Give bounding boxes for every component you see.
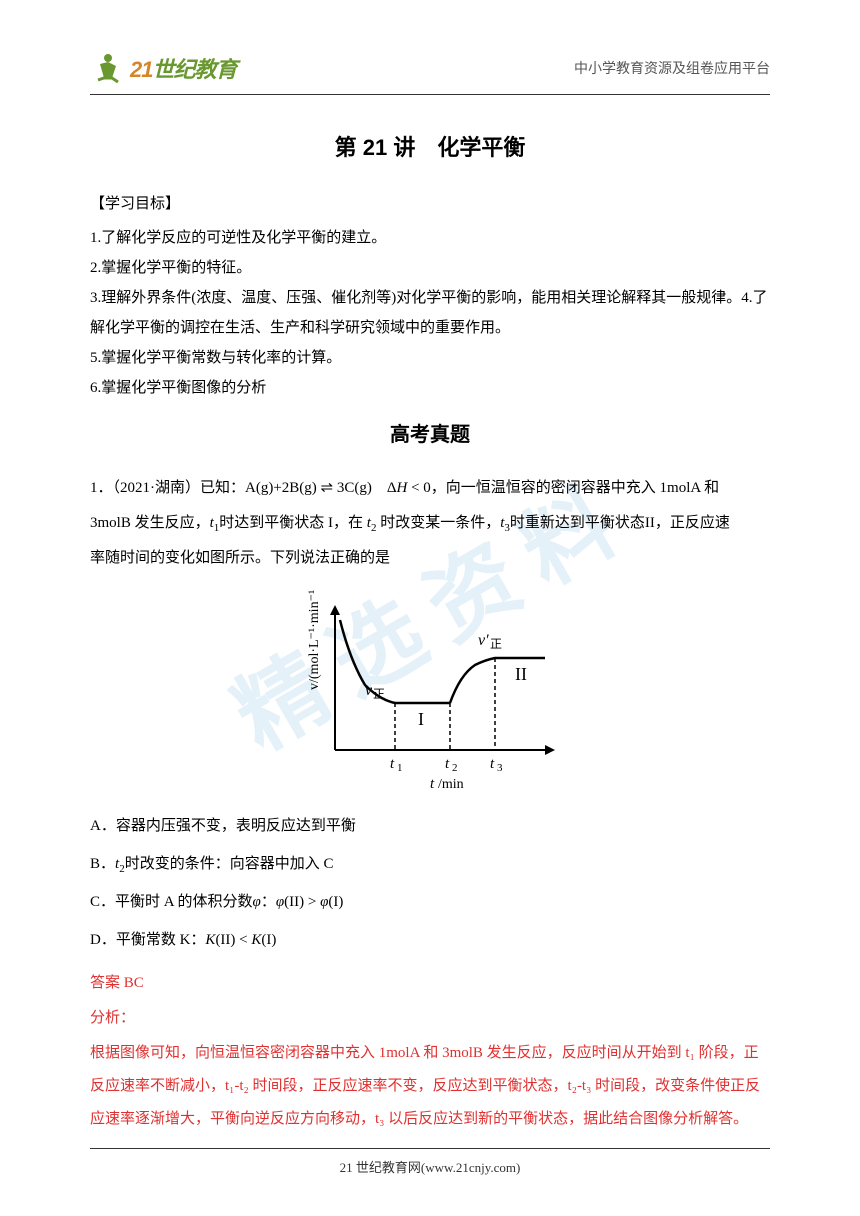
option-d: D．平衡常数 K：K(II) < K(I) xyxy=(90,924,770,957)
logo: 21世纪教育 xyxy=(90,50,237,86)
lesson-title: 第 21 讲 化学平衡 xyxy=(90,130,770,162)
option-a: A．容器内压强不变，表明反应达到平衡 xyxy=(90,810,770,843)
question-stem-line2: 3molB 发生反应，t1时达到平衡状态 I，在 t2 时改变某一条件，t3时重… xyxy=(90,507,770,540)
options-block: A．容器内压强不变，表明反应达到平衡 B．t2时改变的条件：向容器中加入 C C… xyxy=(90,810,770,957)
objective-3: 3.理解外界条件(浓度、温度、压强、催化剂等)对化学平衡的影响，能用相关理论解释… xyxy=(90,283,770,343)
analysis-label: 分析： xyxy=(90,1002,770,1035)
svg-text:正: 正 xyxy=(373,687,385,701)
chart-label-v2: v′ xyxy=(478,632,489,649)
chart-ylabel: v/(mol·L⁻¹·min⁻¹) xyxy=(307,590,322,690)
objective-2: 2.掌握化学平衡的特征。 xyxy=(90,253,770,283)
objective-4: 5.掌握化学平衡常数与转化率的计算。 xyxy=(90,343,770,373)
analysis-text: 根据图像可知，向恒温恒容密闭容器中充入 1molA 和 3molB 发生反应，反… xyxy=(90,1037,770,1136)
svg-text:1: 1 xyxy=(397,762,403,774)
logo-icon xyxy=(90,50,126,86)
objective-1: 1.了解化学反应的可逆性及化学平衡的建立。 xyxy=(90,223,770,253)
svg-text:正: 正 xyxy=(490,637,502,651)
answer-label: 答案 BC xyxy=(90,967,770,1000)
logo-number: 21 xyxy=(130,57,152,82)
page-header: 21世纪教育 中小学教育资源及组卷应用平台 xyxy=(90,50,770,86)
svg-text:3: 3 xyxy=(497,762,503,774)
objectives-label: 【学习目标】 xyxy=(90,192,770,213)
logo-text: 21世纪教育 xyxy=(130,52,237,84)
svg-text:2: 2 xyxy=(452,762,458,774)
chart-region-2: II xyxy=(515,664,527,684)
header-platform-text: 中小学教育资源及组卷应用平台 xyxy=(574,58,770,78)
chart-region-1: I xyxy=(418,709,424,729)
logo-chinese: 世纪教育 xyxy=(152,57,236,82)
chart-label-v1: v xyxy=(365,682,373,699)
objective-5: 6.掌握化学平衡图像的分析 xyxy=(90,373,770,403)
svg-text:t: t xyxy=(445,756,450,772)
answer-block: 答案 BC 分析： 根据图像可知，向恒温恒容密闭容器中充入 1molA 和 3m… xyxy=(90,967,770,1136)
exam-subtitle: 高考真题 xyxy=(90,418,770,447)
question-stem-line1: 1．（2021·湖南）已知：A(g)+2B(g) ⇌ 3C(g) ΔH < 0，… xyxy=(90,472,770,505)
header-divider xyxy=(90,94,770,95)
option-c: C．平衡时 A 的体积分数φ：φ(II) > φ(I) xyxy=(90,886,770,919)
reaction-rate-chart: v 正 v′ 正 I II t 1 t 2 t 3 v/(mol·L⁻¹·min… xyxy=(290,590,570,790)
chart-container: v 正 v′ 正 I II t 1 t 2 t 3 v/(mol·L⁻¹·min… xyxy=(90,590,770,790)
page-content: 21世纪教育 中小学教育资源及组卷应用平台 第 21 讲 化学平衡 【学习目标】… xyxy=(0,0,860,1178)
option-b: B．t2时改变的条件：向容器中加入 C xyxy=(90,848,770,881)
question-block: 1．（2021·湖南）已知：A(g)+2B(g) ⇌ 3C(g) ΔH < 0，… xyxy=(90,472,770,575)
svg-text:t: t xyxy=(390,756,395,772)
svg-text:t: t xyxy=(490,756,495,772)
question-stem-line3: 率随时间的变化如图所示。下列说法正确的是 xyxy=(90,542,770,575)
svg-text:t: t xyxy=(430,776,435,790)
chart-xlabel: /min xyxy=(438,777,464,790)
